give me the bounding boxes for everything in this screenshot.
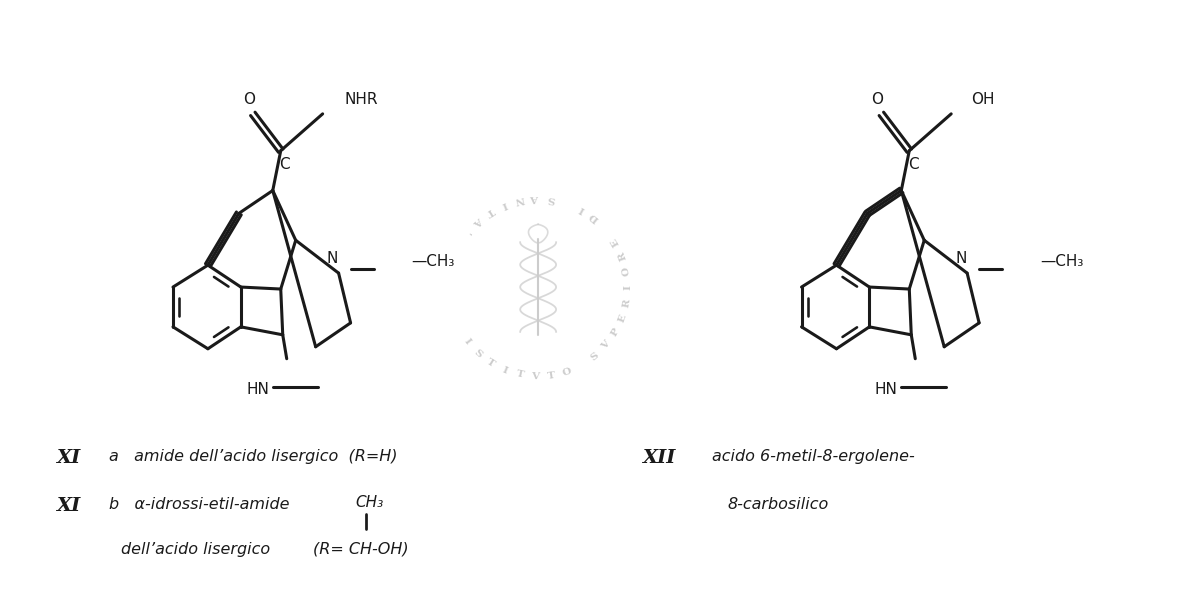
- Text: T: T: [485, 205, 496, 217]
- Text: T: T: [485, 357, 496, 369]
- Text: I: I: [624, 284, 632, 290]
- Text: O: O: [871, 92, 883, 108]
- Text: 8-carbosilico: 8-carbosilico: [727, 497, 829, 512]
- Text: b   α-idrossi-etil-amide: b α-idrossi-etil-amide: [109, 497, 289, 512]
- Text: HN: HN: [875, 381, 898, 397]
- Text: CH₃: CH₃: [355, 495, 384, 510]
- Text: O: O: [622, 266, 631, 277]
- Text: C: C: [908, 157, 918, 172]
- Text: dell’acido lisergico: dell’acido lisergico: [121, 542, 270, 557]
- Text: XII: XII: [642, 449, 676, 467]
- Text: D: D: [588, 211, 601, 224]
- Text: I: I: [577, 203, 586, 214]
- Text: —CH₃: —CH₃: [412, 253, 455, 269]
- Text: N: N: [515, 194, 526, 205]
- Text: C: C: [280, 157, 290, 172]
- Text: T: T: [515, 369, 524, 380]
- Text: I: I: [500, 365, 509, 375]
- Text: —CH₃: —CH₃: [1040, 253, 1084, 269]
- Text: R: R: [617, 250, 628, 262]
- Text: V: V: [600, 340, 612, 352]
- Text: (R= CH-OH): (R= CH-OH): [313, 542, 408, 557]
- Text: S: S: [589, 350, 600, 362]
- Text: HN: HN: [246, 381, 269, 397]
- Text: A: A: [532, 193, 540, 202]
- Text: N: N: [955, 250, 967, 266]
- Text: E: E: [617, 313, 628, 324]
- Text: I: I: [462, 337, 472, 346]
- Text: ': ': [462, 228, 472, 237]
- Text: O: O: [242, 92, 254, 108]
- Text: P: P: [610, 327, 622, 338]
- Text: NHR: NHR: [344, 92, 378, 108]
- Text: acido 6-metil-8-ergolene-: acido 6-metil-8-ergolene-: [712, 449, 914, 464]
- Text: R: R: [622, 298, 631, 308]
- Text: V: V: [532, 372, 540, 381]
- Text: S: S: [472, 347, 484, 359]
- Text: S: S: [547, 193, 556, 203]
- Text: T: T: [547, 371, 556, 381]
- Text: XI: XI: [56, 497, 80, 515]
- Text: A: A: [472, 215, 484, 227]
- Text: N: N: [326, 250, 338, 266]
- Text: I: I: [500, 199, 509, 209]
- Text: OH: OH: [971, 92, 995, 108]
- Text: E: E: [610, 236, 622, 248]
- Text: XI: XI: [56, 449, 80, 467]
- Text: a   amide dell’acido lisergico  (R=H): a amide dell’acido lisergico (R=H): [109, 449, 397, 464]
- Text: O: O: [562, 366, 572, 378]
